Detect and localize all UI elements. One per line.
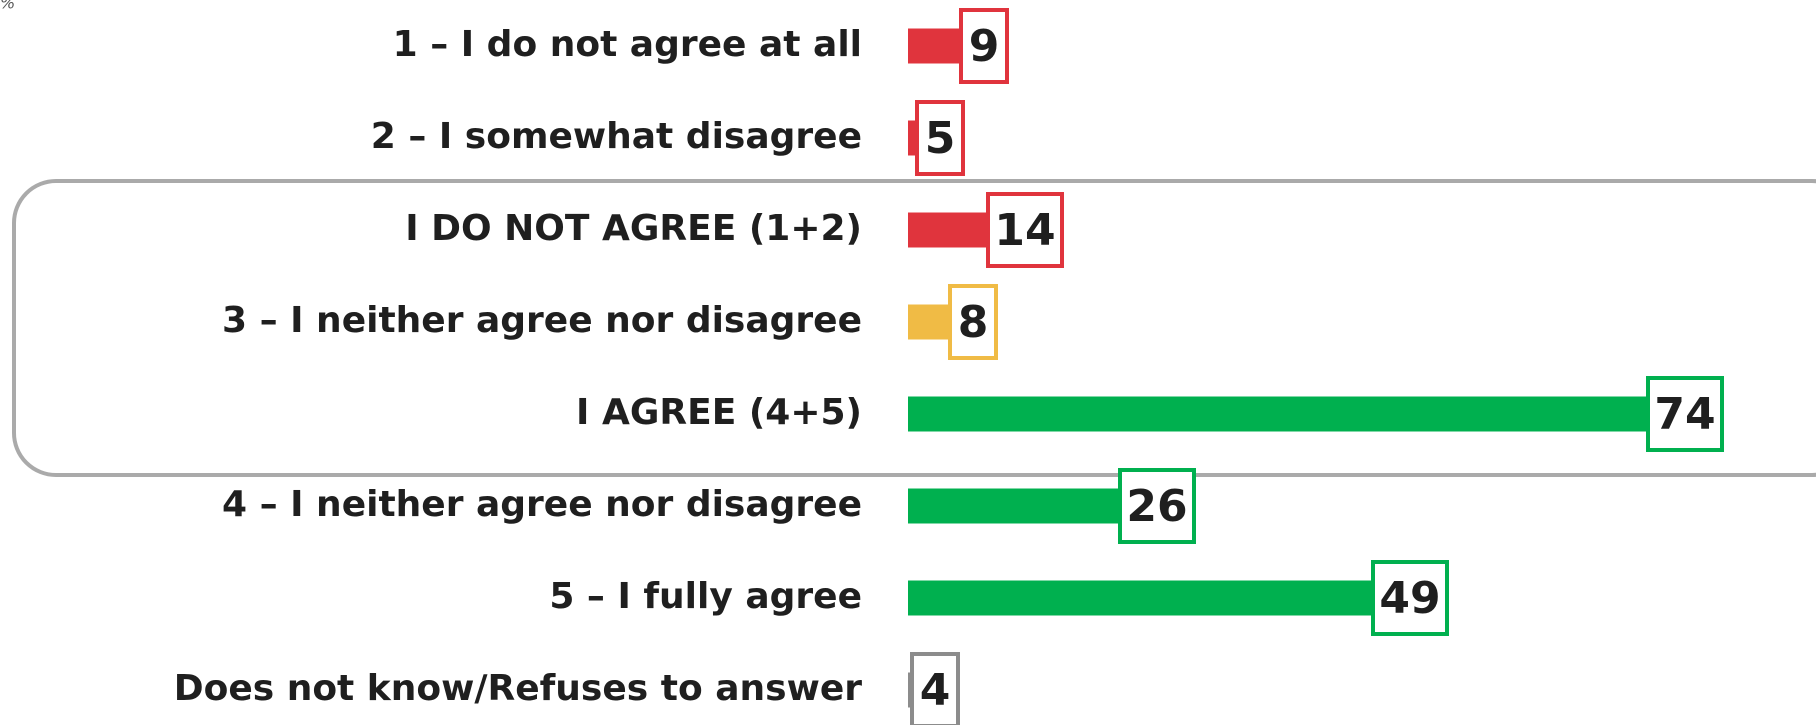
value-label: 26 [1126, 481, 1187, 532]
highlight-frame [12, 179, 1816, 477]
value-label: 8 [958, 297, 989, 348]
value-label: 5 [925, 113, 956, 164]
category-label: Does not know/Refuses to answer [174, 668, 863, 709]
value-box [948, 284, 998, 360]
category-label: 4 – I neither agree nor disagree [222, 484, 862, 525]
value-box [986, 192, 1064, 268]
value-box [959, 8, 1009, 84]
bar [908, 580, 1447, 616]
value-label: 74 [1654, 389, 1715, 440]
value-label: 4 [920, 665, 951, 716]
category-label: I AGREE (4+5) [576, 392, 862, 433]
value-box [1118, 468, 1196, 544]
bar [908, 396, 1722, 432]
value-box [915, 100, 965, 176]
value-box [910, 652, 960, 725]
value-box [1646, 376, 1724, 452]
category-label: 3 – I neither agree nor disagree [222, 300, 862, 341]
value-label: 9 [969, 21, 1000, 72]
category-label: 2 – I somewhat disagree [371, 116, 862, 157]
unit-label: % [0, 0, 15, 13]
value-label: 49 [1379, 573, 1440, 624]
category-label: I DO NOT AGREE (1+2) [405, 208, 862, 249]
category-label: 5 – I fully agree [549, 576, 862, 617]
category-label: 1 – I do not agree at all [393, 24, 862, 65]
value-label: 14 [994, 205, 1055, 256]
value-box [1371, 560, 1449, 636]
